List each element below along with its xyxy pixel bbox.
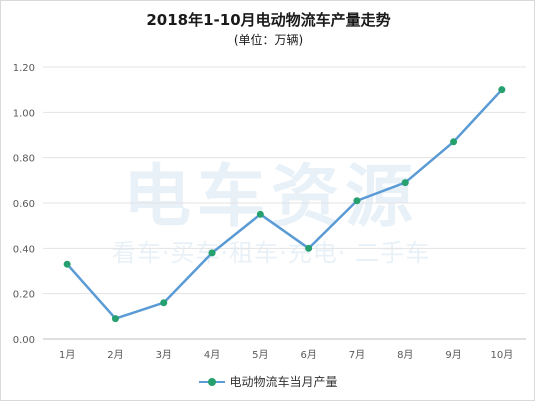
- x-tick-label: 2月: [107, 349, 123, 361]
- data-point: [450, 138, 458, 146]
- x-tick-label: 1月: [59, 349, 75, 361]
- legend: 电动物流车当月产量: [1, 373, 535, 390]
- legend-line-marker-icon: [199, 377, 226, 387]
- data-point: [160, 299, 168, 307]
- data-point: [401, 179, 409, 187]
- y-tick-label: 1.20: [13, 63, 35, 74]
- chart-subtitle: (单位：万辆): [233, 33, 304, 47]
- x-tick-label: 4月: [204, 349, 220, 361]
- data-point: [63, 260, 71, 268]
- data-point: [498, 86, 506, 94]
- x-tick-label: 8月: [397, 349, 413, 361]
- y-tick-label: 0.80: [13, 154, 35, 165]
- y-tick-label: 0.00: [13, 335, 35, 346]
- chart-title: 2018年1-10月电动物流车产量走势: [146, 11, 391, 29]
- y-tick-label: 1.00: [13, 108, 35, 119]
- data-point: [111, 315, 119, 323]
- x-tick-label: 10月: [490, 349, 513, 361]
- x-tick-label: 6月: [300, 349, 316, 361]
- y-tick-label: 0.40: [13, 244, 35, 255]
- data-point: [256, 210, 264, 218]
- legend-label: 电动物流车当月产量: [229, 375, 338, 389]
- data-point: [353, 197, 361, 205]
- y-tick-label: 0.20: [13, 290, 35, 301]
- x-tick-label: 5月: [252, 349, 268, 361]
- series-line: [65, 88, 504, 320]
- x-tick-label: 3月: [156, 349, 172, 361]
- data-point: [305, 244, 313, 252]
- y-tick-label: 0.60: [13, 199, 35, 210]
- x-tick-label: 7月: [349, 349, 365, 361]
- x-tick-label: 9月: [445, 349, 461, 361]
- data-point: [208, 249, 216, 257]
